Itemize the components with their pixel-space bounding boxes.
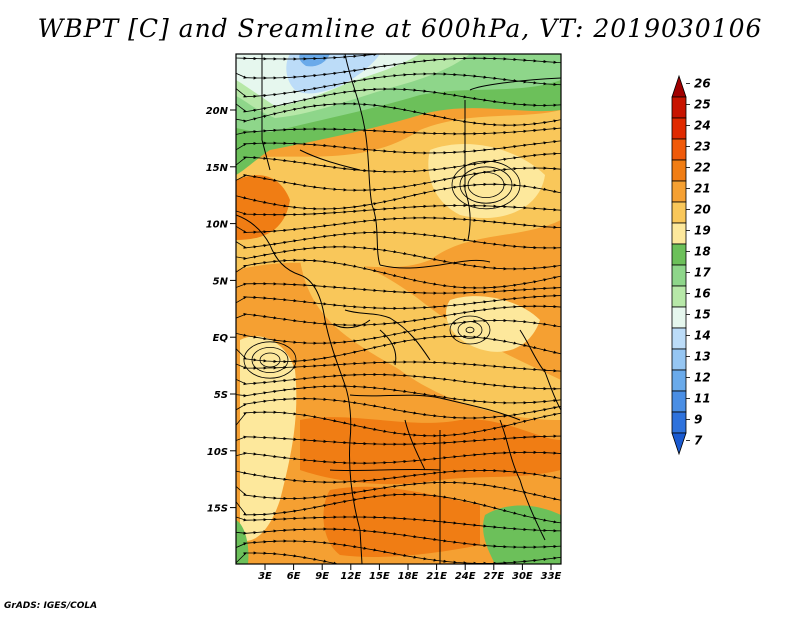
colorbar-segment [671,180,687,203]
colorbar-arrow-top [671,74,687,98]
colorbar-label: 9 [694,413,702,427]
lat-label: 15S [207,504,228,515]
lon-label: 21E [426,571,447,582]
colorbar-segment [671,138,687,161]
map-title: WBPT [C] and Sreamline at 600hPa, VT: 20… [37,14,763,43]
colorbar-label: 26 [694,77,711,91]
lon-label: 30E [512,571,533,582]
lat-label: 10N [206,220,229,231]
colorbar: 26 25 24 23 22 21 20 19 18 17 16 15 14 13 12 11 9 7 [671,74,711,456]
streamline-vortex [451,160,521,210]
colorbar-segment [671,96,687,119]
colorbar-label: 17 [694,266,711,280]
lon-label: 15E [369,571,390,582]
weather-map: 20N 15N 10N 5N EQ 5S 10S 15S 3E 6E 9E 12E 15E 18E 21E… [206,53,711,582]
colorbar-label: 22 [694,161,711,175]
streamline [236,102,561,127]
colorbar-label: 13 [694,350,711,364]
streamline [236,127,561,136]
streamline [236,551,558,564]
lon-label: 6E [287,571,301,582]
lat-label: 5N [213,276,229,287]
streamline-vortex [467,171,505,198]
colorbar-label: 12 [694,371,711,385]
grads-credit: GrADS: IGES/COLA [4,601,98,611]
streamline-vortex [449,315,491,345]
colorbar-label: 16 [694,287,711,301]
lat-label: 15N [206,163,229,174]
colorbar-segment [671,411,687,434]
colorbar-segment [671,327,687,350]
lon-label: 27E [483,571,504,582]
streamline-vortex [243,341,297,379]
streamline-vortex [251,346,289,373]
colorbar-label: 25 [694,98,711,112]
lat-label: EQ [213,333,229,344]
streamline [236,360,561,373]
streamline [236,450,561,465]
colorbar-segment [671,348,687,371]
colorbar-label: 20 [694,203,711,217]
colorbar-label: 14 [694,329,711,343]
colorbar-segment [671,264,687,287]
colorbar-label: 21 [694,182,711,196]
streamline [236,468,561,484]
colorbar-segment [671,369,687,392]
colorbar-segment [671,201,687,224]
lon-label: 3E [258,571,272,582]
colorbar-segment [671,390,687,413]
lon-label: 18E [398,571,419,582]
lon-label: 24E [455,571,476,582]
colorbar-segment [671,159,687,182]
colorbar-label: 11 [694,392,711,406]
lon-label: 33E [541,571,562,582]
lon-label: 12E [340,571,361,582]
lon-label: 9E [315,571,329,582]
latitude-axis: 20N 15N 10N 5N EQ 5S 10S 15S [206,106,236,515]
longitude-axis: 3E 6E 9E 12E 15E 18E 21E 24E 27E 30E 33E [258,564,562,582]
colorbar-label: 24 [694,119,711,133]
streamline-vortex [465,326,475,334]
lat-label: 10S [207,447,228,458]
streamline [236,216,561,234]
colorbar-segment [671,117,687,140]
colorbar-label: 7 [694,434,703,448]
colorbar-arrow-bottom [671,432,687,456]
streamline [236,203,561,217]
colorbar-segment [671,306,687,329]
streamline [236,492,561,524]
streamline [236,434,561,446]
streamline [236,410,561,438]
streamline [236,282,561,295]
streamline-vortex [259,352,281,368]
streamline-vortex [459,166,513,204]
colorbar-segment [671,243,687,266]
colorbar-label: 18 [694,245,711,259]
map-frame [235,53,562,565]
lat-label: 20N [206,106,229,117]
streamline-vortex [457,321,483,339]
colorbar-label: 15 [694,308,711,322]
colorbar-label: 19 [694,224,711,238]
colorbar-segment [671,222,687,245]
colorbar-label: 23 [694,140,711,154]
map-field [236,54,561,564]
lat-label: 5S [214,390,228,401]
colorbar-segment [671,285,687,308]
streamlines [236,54,561,564]
